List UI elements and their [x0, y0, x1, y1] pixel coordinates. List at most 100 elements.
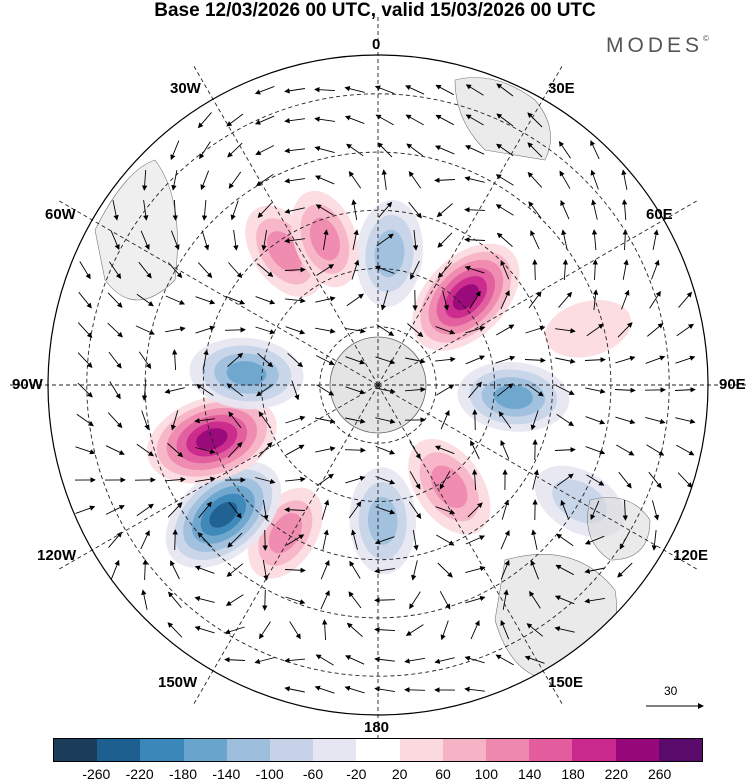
wind-arrow	[442, 290, 449, 311]
wind-arrow	[314, 116, 335, 122]
anomaly-contour	[226, 361, 267, 386]
wind-arrow	[136, 293, 154, 307]
wind-arrow	[141, 589, 148, 610]
wind-arrow	[377, 142, 393, 158]
wind-arrow	[346, 293, 364, 307]
wind-arrow	[315, 417, 336, 424]
wind-arrow	[110, 559, 120, 580]
latitude-circle	[86, 93, 670, 677]
wind-arrow	[348, 171, 362, 189]
wind-arrow	[285, 596, 306, 605]
label-120e: 120E	[673, 547, 709, 564]
wind-arrow	[676, 323, 694, 337]
wind-arrow	[675, 417, 696, 424]
wind-arrow	[320, 590, 330, 610]
wind-arrow	[496, 232, 513, 247]
wind-arrow	[284, 238, 305, 244]
anomaly-contour	[367, 497, 398, 545]
wind-arrow	[285, 415, 306, 424]
colorbar-swatch	[270, 739, 314, 761]
wind-arrow	[314, 145, 335, 154]
wind-arrow	[675, 355, 696, 364]
wind-arrow	[440, 620, 449, 641]
wind-arrow	[616, 444, 635, 456]
wind-arrow	[316, 384, 335, 396]
wind-arrow	[202, 349, 209, 370]
wind-arrow	[346, 622, 363, 637]
wind-arrow	[194, 418, 215, 424]
wind-arrow	[108, 531, 123, 548]
wind-arrow	[141, 410, 150, 431]
label-90e: 90E	[719, 376, 746, 393]
wind-arrow	[375, 114, 394, 126]
wind-arrow	[105, 445, 125, 455]
wind-arrow	[315, 296, 336, 303]
wind-arrow	[228, 171, 242, 189]
wind-arrow	[262, 529, 268, 551]
meridian	[377, 384, 698, 570]
wind-arrow	[586, 474, 605, 486]
wind-arrow	[496, 383, 514, 397]
wind-arrow	[591, 199, 598, 220]
wind-arrow	[170, 140, 180, 161]
wind-arrow	[284, 88, 305, 94]
colorbar-tick: -260	[82, 766, 111, 782]
wind-arrow	[559, 170, 571, 189]
wind-arrow	[495, 654, 514, 666]
wind-arrow	[465, 565, 486, 574]
wind-arrow	[375, 506, 396, 515]
wind-arrow	[141, 169, 148, 191]
wind-arrow	[495, 174, 514, 186]
wind-arrow	[200, 170, 210, 191]
wind-arrow	[558, 291, 573, 308]
wind-arrow	[471, 469, 478, 491]
wind-arrow	[464, 265, 485, 274]
wind-arrow	[321, 499, 330, 520]
wind-arrow	[408, 501, 422, 519]
wind-arrow	[530, 230, 540, 250]
wind-arrow	[526, 623, 544, 637]
meridian	[377, 200, 698, 386]
wind-arrow	[407, 323, 424, 338]
wind-arrow	[109, 381, 121, 400]
wind-arrow	[590, 500, 600, 521]
wind-arrow	[195, 476, 216, 483]
wind-arrow	[75, 505, 96, 514]
wind-arrow	[374, 597, 396, 603]
colorbar-swatch	[572, 739, 616, 761]
colorbar-tick: 180	[561, 766, 585, 782]
meridian	[58, 384, 379, 570]
wind-arrow	[284, 657, 306, 664]
wind-arrow	[345, 327, 366, 334]
wind-arrow	[645, 416, 666, 425]
latitude-circle	[261, 268, 495, 502]
wind-arrow	[584, 357, 606, 363]
label-180: 180	[364, 719, 390, 736]
wind-arrow	[227, 352, 244, 367]
wind-arrow	[374, 265, 395, 274]
wind-arrow	[224, 626, 245, 635]
meridian	[193, 384, 379, 705]
wind-arrow	[618, 471, 632, 489]
wind-arrow	[255, 174, 274, 187]
wind-arrow	[167, 502, 183, 518]
wind-arrow	[199, 141, 211, 160]
colorbar-swatch	[183, 739, 227, 761]
wind-arrow	[112, 200, 119, 221]
wind-arrow	[110, 230, 120, 251]
wind-arrow	[170, 230, 180, 251]
wind-arrow	[226, 383, 244, 397]
anomaly-contour	[544, 300, 632, 358]
wind-arrow	[554, 626, 575, 633]
wind-arrow	[615, 416, 636, 425]
colorbar-tick: 60	[435, 766, 451, 782]
wind-arrow	[257, 353, 274, 368]
colorbar-swatch	[54, 739, 98, 761]
wind-arrow	[584, 597, 605, 604]
wind-arrow	[405, 114, 424, 126]
wind-arrow	[142, 559, 148, 581]
wind-arrow	[465, 535, 486, 545]
label-0: 0	[372, 36, 381, 53]
wind-arrow	[320, 559, 330, 580]
wind-arrow	[314, 175, 335, 185]
